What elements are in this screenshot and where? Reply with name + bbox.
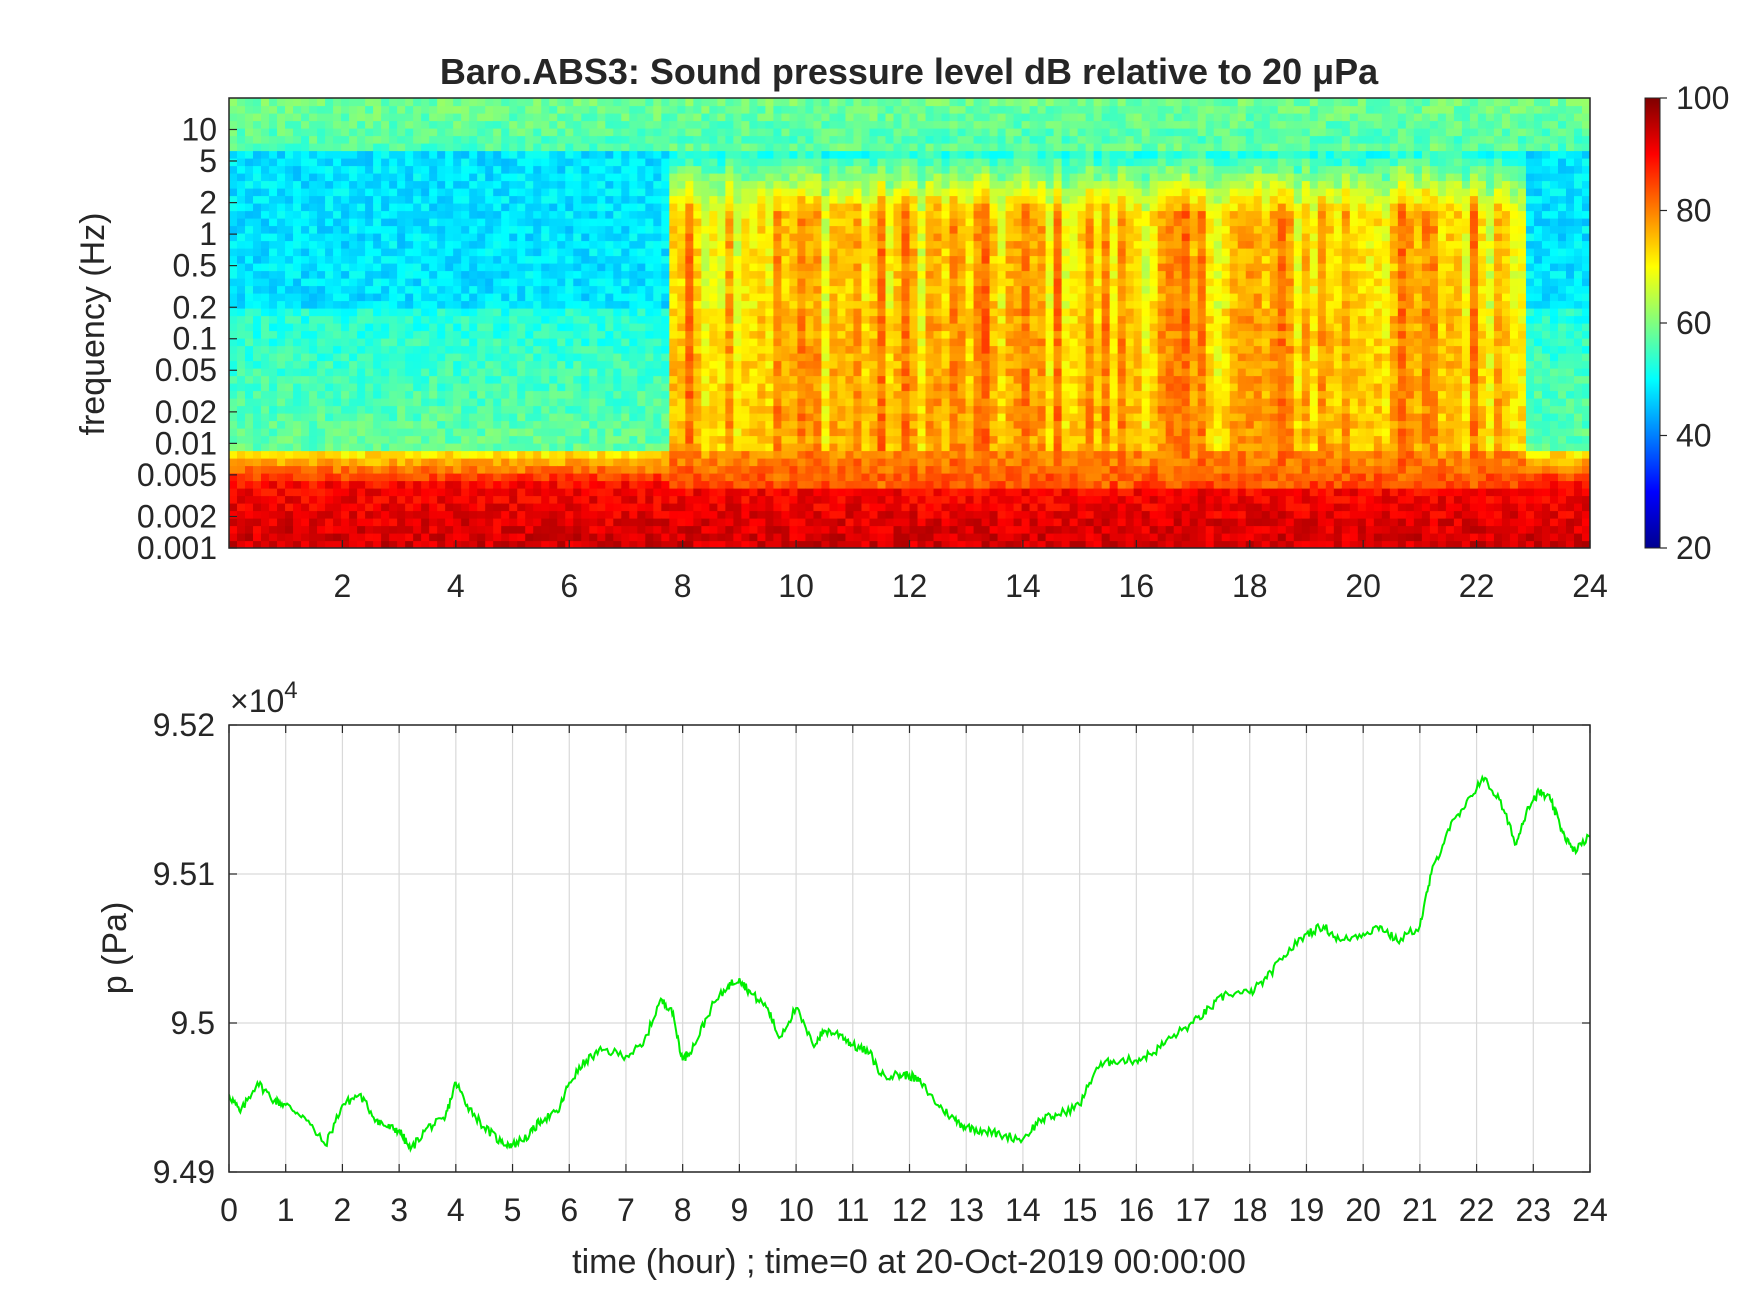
- y-tick-label: 0.05: [155, 352, 217, 388]
- x-tick-label: 22: [1459, 1192, 1495, 1228]
- pressure-x-ticks: 0 1 2 3 4 5 6 7 8 9 10 11 12 13 14 15 16 17 18 19 20 21 22 23 24: [220, 725, 1608, 1228]
- x-tick-label: 6: [560, 1192, 578, 1228]
- x-tick-label: 10: [778, 568, 814, 604]
- y-tick-label: 0.02: [155, 394, 217, 430]
- y-tick-label: 9.49: [153, 1154, 215, 1190]
- x-tick-label: 19: [1289, 1192, 1325, 1228]
- spectrogram-cells: [229, 98, 1590, 548]
- y-multiplier-base: ×10: [230, 683, 284, 719]
- y-tick-label: 0.005: [137, 457, 217, 493]
- y-tick-label: 10: [181, 111, 217, 147]
- x-tick-label: 18: [1232, 568, 1268, 604]
- pressure-y-axis-label: p (Pa): [96, 902, 134, 995]
- x-tick-label: 7: [617, 1192, 635, 1228]
- y-tick-label: 1: [199, 216, 217, 252]
- colorbar-tick-label: 100: [1676, 80, 1729, 116]
- y-tick-label: 9.52: [153, 707, 215, 743]
- x-tick-label: 8: [674, 1192, 692, 1228]
- x-tick-label: 23: [1515, 1192, 1551, 1228]
- x-tick-label: 20: [1345, 568, 1381, 604]
- x-tick-label: 24: [1572, 1192, 1608, 1228]
- spectrogram-title: Baro.ABS3: Sound pressure level dB relat…: [440, 51, 1379, 92]
- pressure-y-ticks: 9.52 9.51 9.5 9.49: [153, 707, 1590, 1190]
- colorbar-tick-label: 60: [1676, 305, 1712, 341]
- y-tick-label: 0.01: [155, 425, 217, 461]
- colorbar-tick-label: 20: [1676, 530, 1712, 566]
- x-tick-label: 24: [1572, 568, 1608, 604]
- y-tick-label: 0.001: [137, 530, 217, 566]
- x-tick-label: 0: [220, 1192, 238, 1228]
- x-tick-label: 12: [892, 1192, 928, 1228]
- x-tick-label: 4: [447, 568, 465, 604]
- x-tick-label: 14: [1005, 568, 1041, 604]
- colorbar-tick-label: 80: [1676, 193, 1712, 229]
- spectrogram-x-ticks: 2 4 6 8 10 12 14 16 18 20 22 24: [334, 540, 1608, 604]
- spectrogram-y-axis-label: frequency (Hz): [74, 213, 112, 436]
- x-tick-label: 11: [836, 1192, 869, 1228]
- x-tick-label: 2: [334, 568, 352, 604]
- y-tick-label: 0.1: [173, 321, 217, 357]
- pressure-x-axis-label: time (hour) ; time=0 at 20-Oct-2019 00:0…: [572, 1243, 1246, 1281]
- x-tick-label: 14: [1005, 1192, 1041, 1228]
- x-tick-label: 21: [1402, 1192, 1438, 1228]
- x-tick-label: 18: [1232, 1192, 1268, 1228]
- y-tick-label: 2: [199, 185, 217, 221]
- x-tick-label: 3: [390, 1192, 408, 1228]
- colorbar-tick-label: 40: [1676, 418, 1712, 454]
- x-tick-label: 20: [1345, 1192, 1381, 1228]
- x-tick-label: 8: [674, 568, 692, 604]
- y-multiplier: ×104: [230, 677, 298, 719]
- colorbar: [1644, 97, 1661, 549]
- x-tick-label: 16: [1119, 1192, 1155, 1228]
- pressure-series-line: [229, 774, 1590, 1153]
- x-tick-label: 5: [504, 1192, 522, 1228]
- y-tick-label: 9.51: [153, 856, 215, 892]
- y-tick-label: 9.5: [171, 1005, 215, 1041]
- x-tick-label: 1: [277, 1192, 295, 1228]
- x-tick-label: 2: [334, 1192, 352, 1228]
- x-tick-label: 22: [1459, 568, 1495, 604]
- y-tick-label: 0.5: [173, 248, 217, 284]
- x-tick-label: 9: [730, 1192, 748, 1228]
- y-multiplier-exponent: 4: [284, 677, 297, 704]
- y-tick-label: 5: [199, 143, 217, 179]
- x-tick-label: 16: [1119, 568, 1155, 604]
- colorbar-ticks: 100 80 60 40 20: [1660, 80, 1729, 566]
- x-tick-label: 6: [560, 568, 578, 604]
- y-tick-label: 0.2: [173, 289, 217, 325]
- y-tick-label: 0.002: [137, 499, 217, 535]
- x-tick-label: 12: [892, 568, 928, 604]
- x-tick-label: 4: [447, 1192, 465, 1228]
- spectrogram-y-ticks: 105 210.5 0.20.10.05 0.020.010.005 0.0020.00…: [137, 111, 237, 566]
- x-tick-label: 13: [948, 1192, 984, 1228]
- x-tick-label: 10: [778, 1192, 814, 1228]
- x-tick-label: 17: [1175, 1192, 1211, 1228]
- x-tick-label: 15: [1062, 1192, 1098, 1228]
